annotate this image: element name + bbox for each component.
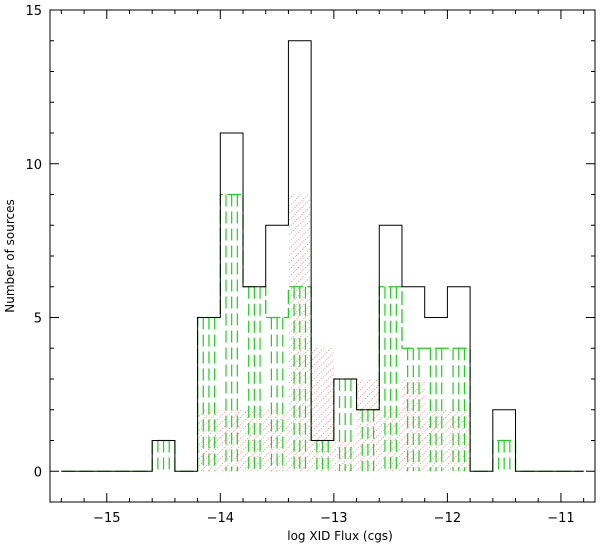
y-tick-label: 5: [34, 312, 42, 327]
x-tick-label: −11: [547, 511, 574, 526]
hatched-bar: [356, 379, 380, 472]
x-tick-label: −12: [434, 511, 461, 526]
axis-ticks: [50, 9, 595, 503]
hatched-bar: [288, 194, 312, 472]
x-axis-title: log XID Flux (cgs): [287, 529, 393, 543]
x-tick-label: −14: [207, 511, 234, 526]
x-tick-label: −13: [320, 511, 347, 526]
y-axis-title: Number of sources: [3, 199, 17, 313]
hatched-bar: [311, 348, 334, 472]
x-tick-label: −15: [93, 511, 120, 526]
y-tick-label: 0: [34, 465, 42, 480]
tick-labels: −15 −14 −13 −12 −11 0 5 10 15: [25, 4, 574, 526]
solid-step-line: [61, 40, 584, 472]
y-tick-label: 15: [25, 4, 42, 19]
y-tick-label: 10: [25, 158, 42, 173]
solid-series: [61, 40, 584, 472]
